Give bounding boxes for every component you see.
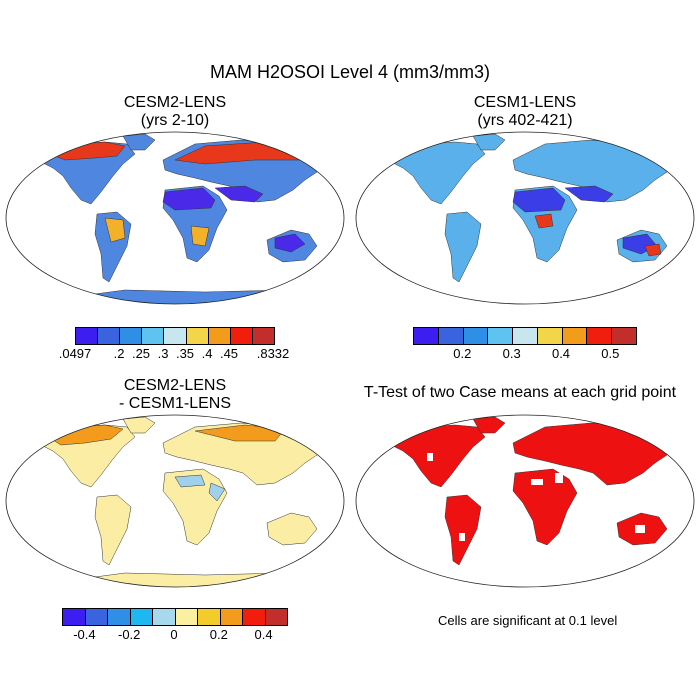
panel1-title-line1: CESM2-LENS [123, 94, 227, 111]
cb3-swatch [108, 609, 131, 625]
cb3-swatch [243, 609, 266, 625]
cb3-swatch [63, 609, 86, 625]
cb2-swatch [463, 328, 489, 344]
map-cesm1-lens [355, 131, 695, 305]
cb2-swatch [438, 328, 464, 344]
cb1-tick-label: .0497 [58, 346, 92, 361]
panel2-title-line2: (yrs 402-421) [477, 112, 573, 129]
panel4-title: T-Test of two Case means at each grid po… [345, 384, 695, 402]
panel1-title: CESM2-LENS (yrs 2-10) [95, 94, 255, 130]
cb3-swatch [153, 609, 176, 625]
cb2-swatch [612, 328, 637, 344]
cb2-swatch [488, 328, 514, 344]
significance-note: Cells are significant at 0.1 level [438, 613, 618, 628]
cb1-swatch [120, 328, 143, 344]
cb3-tick-label: -0.2 [117, 627, 141, 642]
map-difference [5, 414, 345, 588]
north-america [390, 424, 486, 488]
north-america [390, 141, 486, 205]
cb1-tick-label: .25 [131, 346, 151, 361]
south-america [444, 211, 482, 283]
africa [512, 468, 578, 546]
cb1-tick-label: .2 [113, 346, 125, 361]
cb3-swatch [198, 609, 221, 625]
cb2-swatch [587, 328, 613, 344]
cb3-swatch [265, 609, 287, 625]
panel3-title-line1: CESM2-LENS [123, 377, 227, 394]
cb3-tick-label: 0 [170, 627, 178, 642]
dry-band [512, 185, 662, 257]
map-significance [355, 414, 695, 588]
colorbar-cesm2 [75, 327, 275, 345]
cb1-swatch [252, 328, 274, 344]
cb3-swatch [130, 609, 153, 625]
cb1-swatch [186, 328, 209, 344]
south-america [444, 494, 482, 566]
panel1-title-line2: (yrs 2-10) [140, 112, 210, 129]
cb2-tick-label: 0.4 [551, 346, 571, 361]
cb2-tick-label: 0.2 [453, 346, 472, 361]
cb3-swatch [220, 609, 243, 625]
dry-band [162, 185, 306, 253]
panel2-title-line1: CESM1-LENS [473, 94, 577, 111]
greenland [122, 416, 156, 434]
cb1-swatch [98, 328, 121, 344]
cb1-swatch [208, 328, 231, 344]
cb3-swatch [175, 609, 198, 625]
cb1-tick-label: .8332 [256, 346, 290, 361]
cb3-swatch [85, 609, 108, 625]
map-cesm2-lens [5, 131, 345, 305]
australia [266, 512, 318, 546]
cb1-swatch [230, 328, 253, 344]
panel3-title: CESM2-LENS - CESM1-LENS [95, 377, 255, 413]
cb1-swatch [164, 328, 187, 344]
panel2-title: CESM1-LENS (yrs 402-421) [445, 94, 605, 130]
cb2-swatch [513, 328, 538, 344]
colorbar-difference [62, 608, 288, 626]
cb1-tick-label: .4 [201, 346, 213, 361]
cb3-tick-label: 0.2 [209, 627, 228, 642]
panel4-title-line1: T-Test of two Case means at each grid po… [363, 384, 677, 401]
cb2-tick-label: 0.5 [601, 346, 620, 361]
colorbar-cesm1 [413, 327, 637, 345]
south-america [94, 494, 132, 566]
cb1-tick-label: .3 [157, 346, 169, 361]
figure-title: MAM H2OSOI Level 4 (mm3/mm3) [209, 62, 491, 82]
cb3-tick-label: 0.4 [254, 627, 273, 642]
significant-cells [390, 416, 674, 566]
cb2-swatch [414, 328, 439, 344]
cb2-swatch [562, 328, 588, 344]
non-significant-gaps [427, 453, 645, 541]
panel3-title-line2: - CESM1-LENS [118, 395, 232, 412]
cb1-swatch [76, 328, 99, 344]
cb1-tick-label: .35 [175, 346, 195, 361]
cb3-tick-label: -0.4 [73, 627, 96, 642]
continents [40, 416, 326, 587]
greenland [472, 416, 506, 434]
cb1-swatch [142, 328, 165, 344]
greenland [122, 133, 156, 151]
greenland [472, 133, 506, 151]
cb1-tick-label: .45 [219, 346, 239, 361]
cb2-tick-label: 0.3 [502, 346, 521, 361]
cb2-swatch [537, 328, 563, 344]
